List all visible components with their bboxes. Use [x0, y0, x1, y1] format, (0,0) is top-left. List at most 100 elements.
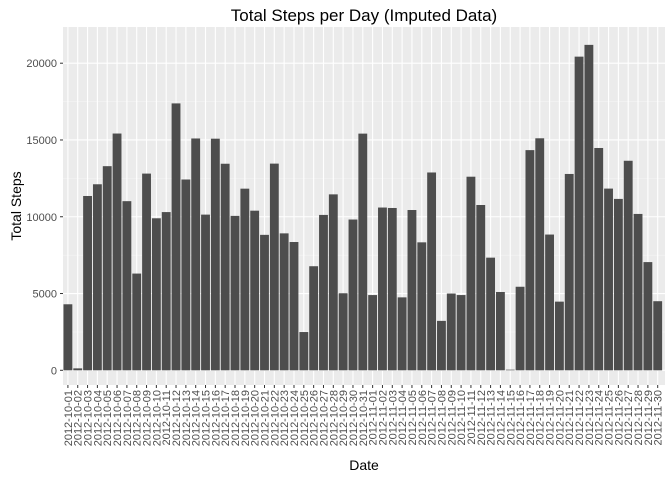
x-tick-label: 2012-11-23: [584, 390, 596, 445]
x-tick-label: 2012-10-17: [220, 390, 232, 446]
bar: [643, 262, 653, 371]
bar: [545, 234, 554, 371]
bar: [112, 133, 122, 371]
x-tick-label: 2012-11-18: [535, 390, 547, 445]
bar: [230, 215, 240, 371]
x-tick-label: 2012-11-27: [623, 390, 635, 445]
bar: [368, 295, 378, 371]
bar: [250, 210, 260, 371]
x-tick-label: 2012-10-10: [151, 390, 163, 446]
bar: [417, 242, 427, 371]
x-tick-label: 2012-11-10: [456, 390, 468, 445]
x-tick-label: 2012-10-16: [210, 390, 222, 446]
x-tick-label: 2012-11-26: [613, 390, 625, 445]
x-tick-label: 2012-10-14: [191, 390, 203, 446]
y-tick-label: 20000: [26, 58, 57, 70]
bar: [319, 214, 328, 371]
bar: [240, 188, 250, 371]
bar: [220, 163, 230, 371]
bar: [387, 207, 397, 371]
x-tick-label: 2012-11-02: [377, 390, 389, 445]
bar: [446, 293, 456, 371]
bar: [269, 163, 279, 371]
bar: [437, 320, 446, 371]
x-tick-label: 2012-11-29: [643, 390, 655, 445]
bar: [554, 301, 564, 371]
x-tick-label: 2012-10-15: [201, 390, 213, 446]
x-tick-label: 2012-11-30: [653, 390, 665, 445]
bar: [151, 218, 161, 371]
bar: [604, 188, 613, 371]
y-axis-ticks: 0 5000 10000 15000 20000: [26, 58, 63, 377]
bar: [515, 286, 525, 371]
bar: [171, 103, 181, 371]
bar: [279, 233, 289, 371]
y-tick-label: 0: [51, 365, 57, 377]
x-tick-label: 2012-10-24: [289, 390, 301, 446]
bar: [476, 205, 486, 371]
x-tick-label: 2012-11-21: [564, 390, 576, 445]
bars-group: [63, 44, 663, 371]
x-axis-label: Date: [349, 457, 379, 473]
x-tick-label: 2012-11-05: [407, 390, 419, 445]
x-tick-label: 2012-10-29: [338, 390, 350, 446]
x-tick-label: 2012-11-09: [446, 390, 458, 445]
x-tick-label: 2012-10-03: [83, 390, 95, 446]
bar: [161, 212, 171, 371]
bar: [466, 176, 476, 371]
bar: [525, 150, 535, 371]
bar: [299, 332, 309, 371]
bar: [338, 293, 348, 371]
bar: [83, 195, 92, 371]
bar: [397, 297, 407, 371]
x-tick-label: 2012-11-15: [505, 390, 517, 445]
x-tick-label: 2012-11-20: [554, 390, 566, 445]
y-tick-label: 10000: [26, 212, 57, 224]
x-tick-label: 2012-10-28: [328, 390, 340, 446]
x-tick-label: 2012-10-21: [260, 390, 272, 446]
bar: [122, 201, 132, 371]
x-tick-label: 2012-10-25: [299, 390, 311, 446]
bar: [653, 301, 663, 371]
x-tick-label: 2012-10-08: [132, 390, 144, 446]
bar: [63, 304, 73, 371]
bar: [92, 184, 102, 371]
x-tick-label: 2012-10-12: [171, 390, 183, 446]
bar: [535, 138, 545, 371]
x-axis-ticks: 2012-10-012012-10-022012-10-032012-10-04…: [63, 385, 665, 446]
bar: [289, 242, 299, 371]
bar: [378, 207, 387, 371]
bar: [358, 133, 368, 371]
x-tick-label: 2012-11-12: [476, 390, 488, 445]
bar: [495, 291, 505, 371]
x-tick-label: 2012-10-26: [309, 390, 321, 446]
bar: [623, 160, 633, 371]
x-tick-label: 2012-11-08: [436, 390, 448, 445]
bar: [102, 166, 112, 371]
bar: [210, 138, 220, 371]
x-tick-label: 2012-10-19: [240, 390, 252, 446]
x-tick-label: 2012-11-01: [368, 390, 380, 445]
x-tick-label: 2012-10-27: [318, 390, 330, 446]
x-tick-label: 2012-10-02: [73, 390, 85, 446]
bar: [564, 173, 574, 371]
x-tick-label: 2012-10-01: [63, 390, 75, 446]
x-tick-label: 2012-11-22: [574, 390, 586, 445]
x-tick-label: 2012-11-19: [545, 390, 557, 445]
bar: [142, 173, 151, 371]
x-tick-label: 2012-10-06: [112, 390, 124, 446]
bar: [633, 213, 643, 371]
x-tick-label: 2012-10-07: [122, 390, 134, 446]
x-tick-label: 2012-10-09: [142, 390, 154, 446]
x-tick-label: 2012-10-05: [102, 390, 114, 446]
x-tick-label: 2012-10-23: [279, 390, 291, 446]
bar: [348, 219, 358, 371]
x-tick-label: 2012-11-14: [495, 390, 507, 445]
bar: [427, 172, 437, 371]
bar: [191, 138, 201, 371]
bar: [73, 368, 83, 371]
bar: [181, 179, 191, 371]
chart-title: Total Steps per Day (Imputed Data): [231, 6, 497, 25]
x-tick-label: 2012-10-30: [348, 390, 360, 446]
